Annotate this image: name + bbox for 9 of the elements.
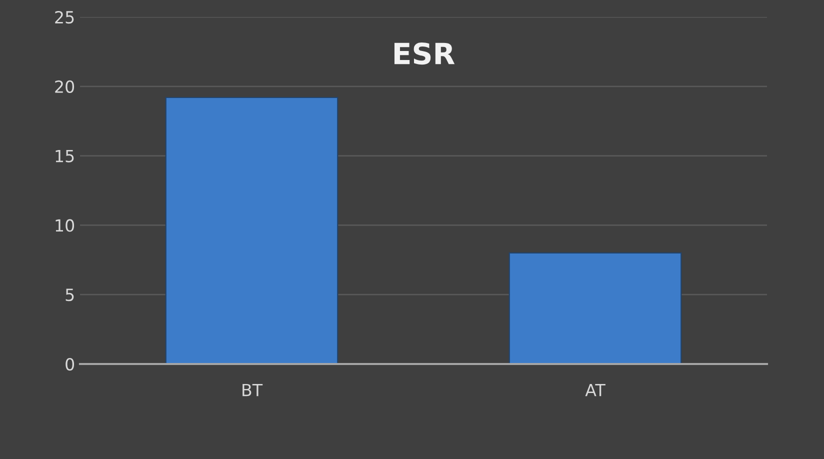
y-tick-label: 15 — [56, 150, 74, 162]
text: ESR — [394, 42, 455, 65]
x-tick-label: BT — [242, 384, 263, 396]
y-tick-label: 10 — [56, 219, 74, 232]
y-tick-label: 5 — [66, 288, 74, 302]
y-tick-label: 20 — [55, 80, 74, 93]
y-tick-label: 0 — [66, 358, 74, 371]
y-tick-label: 25 — [55, 10, 74, 24]
x-tick-label: AT — [585, 384, 606, 396]
